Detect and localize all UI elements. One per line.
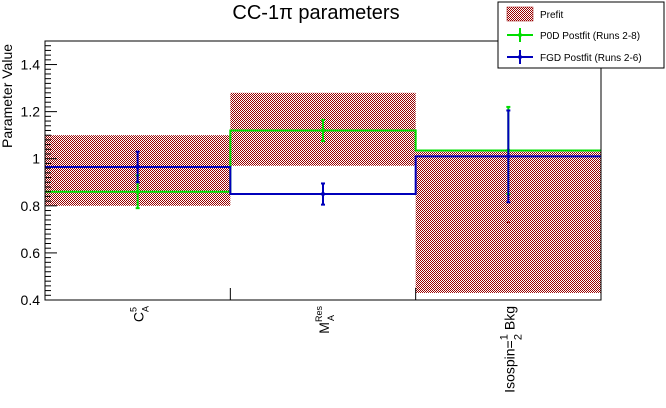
y-tick-label: 1.4 <box>21 57 41 73</box>
legend-label: FGD Postfit (Runs 2-6) <box>540 53 642 64</box>
legend-swatch <box>518 33 522 37</box>
label-superscript: Res <box>314 306 324 323</box>
label-part: Bkg <box>501 306 517 334</box>
x-tick-label-text: Isospin=1 2 Bkg <box>498 306 524 393</box>
label-part: Isospin= <box>501 340 517 393</box>
y-tick-label: 1 <box>32 151 40 167</box>
plot-frame <box>44 40 602 301</box>
legend: Prefit P0D Postfit (Runs 2-8) FGD Postfit … <box>497 1 665 69</box>
data-point <box>321 192 325 197</box>
data-point <box>135 164 140 169</box>
y-axis: 0.4 0.6 0.8 1 1.2 1.4 <box>21 40 57 308</box>
label-subscript: A <box>326 315 336 321</box>
x-tick-label: Isospin=1 2 Bkg <box>498 306 524 393</box>
x-tick-label: MRes A <box>314 306 336 334</box>
y-tick-label: 0.8 <box>21 198 41 214</box>
label-fraction-numerator: 1 <box>498 334 510 340</box>
y-tick-label: 0.4 <box>21 292 41 308</box>
legend-label: P0D Postfit (Runs 2-8) <box>540 31 640 42</box>
legend-swatch <box>506 6 534 22</box>
chart-title: CC-1π parameters <box>232 2 399 24</box>
data-point <box>506 154 511 159</box>
label-part: M <box>316 322 332 334</box>
y-axis-label: Parameter Value <box>0 44 15 148</box>
x-tick-label: C5 A <box>129 306 151 322</box>
y-tick-label: 0.6 <box>21 245 41 261</box>
legend-label: Prefit <box>540 10 564 21</box>
plot-area <box>45 92 601 293</box>
label-fraction-denominator: 2 <box>512 334 524 340</box>
y-tick-label: 1.2 <box>21 104 41 120</box>
label-superscript: 5 <box>129 307 139 312</box>
data-point <box>321 128 325 133</box>
x-tick-label-text: MRes A <box>314 306 336 334</box>
label-subscript: A <box>141 306 151 312</box>
legend-swatch <box>518 55 522 59</box>
x-tick-label-text: C5 A <box>129 306 151 322</box>
label-part: C <box>131 312 147 322</box>
data-point <box>135 189 140 194</box>
